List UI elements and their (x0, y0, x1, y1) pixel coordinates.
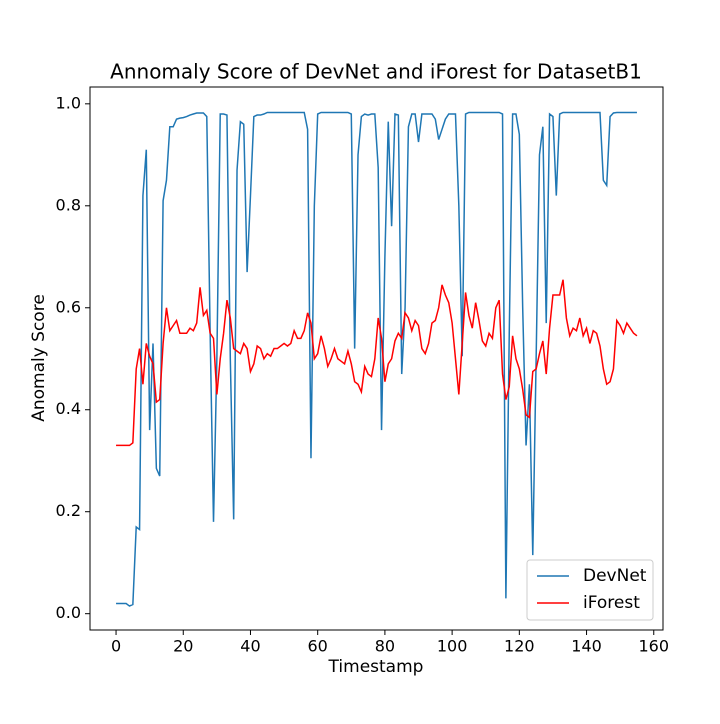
legend-label: iForest (583, 593, 640, 613)
chart-title: Annomaly Score of DevNet and iForest for… (110, 60, 642, 84)
plot-frame (89, 86, 664, 631)
line-series (116, 279, 638, 447)
line-series (116, 111, 637, 607)
y-tick-label: 0.4 (56, 399, 81, 418)
legend-label: DevNet (583, 566, 647, 586)
y-tick-label: 0.8 (56, 195, 81, 214)
y-tick-label: 0.2 (56, 501, 81, 520)
y-tick-label: 0.0 (56, 603, 81, 622)
legend: DevNet iForest (526, 559, 654, 621)
x-tick-label: 80 (375, 637, 395, 656)
x-tick-label: 60 (308, 637, 328, 656)
x-tick-label: 140 (571, 637, 602, 656)
y-tick-label: 1.0 (56, 93, 81, 112)
x-axis-label: Timestamp (328, 657, 424, 677)
x-tick-label: 40 (240, 637, 260, 656)
x-tick-label: 160 (638, 637, 669, 656)
x-tick-label: 100 (437, 637, 468, 656)
x-tick-label: 20 (173, 637, 193, 656)
y-tick-label: 0.6 (56, 297, 81, 316)
x-tick-label: 120 (504, 637, 535, 656)
y-axis-label: Anomaly Score (29, 294, 49, 422)
legend-box (526, 559, 654, 621)
x-tick-label: 0 (111, 637, 121, 656)
